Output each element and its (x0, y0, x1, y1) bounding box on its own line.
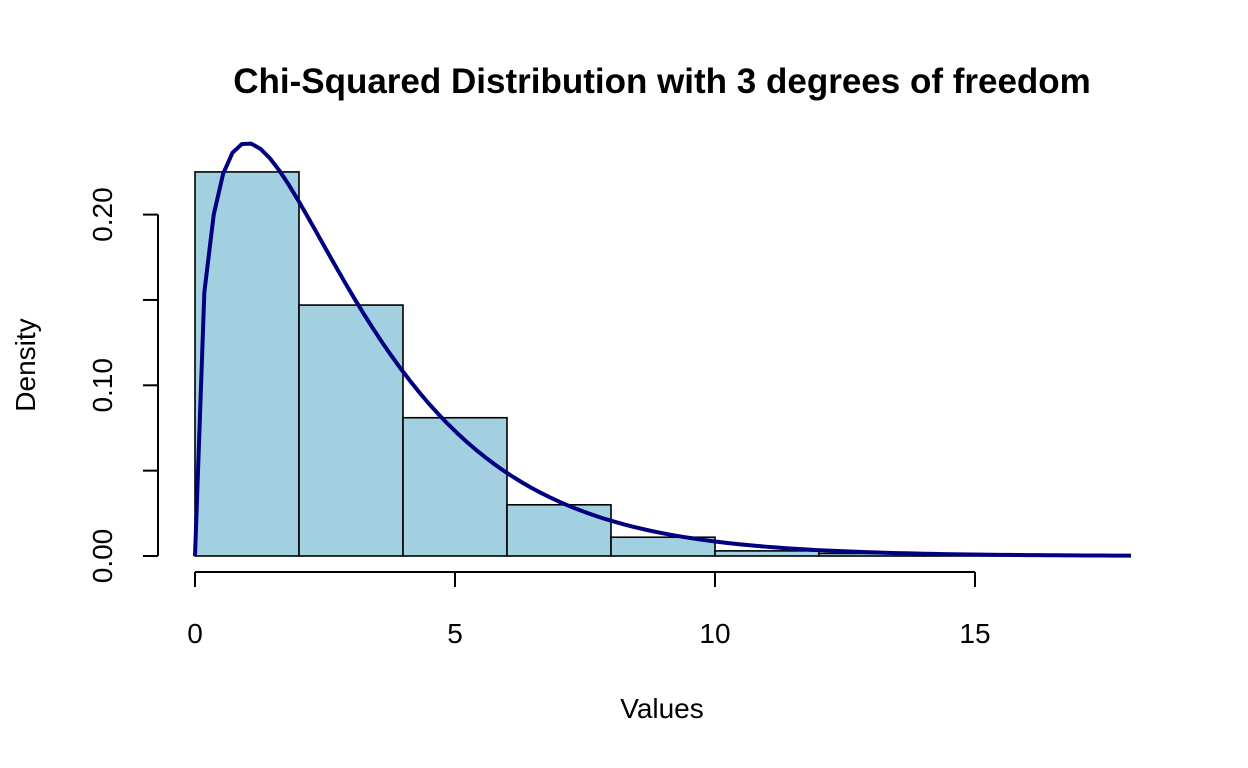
histogram-bar (610, 536, 716, 557)
histogram-bar (506, 503, 612, 557)
x-tick-label: 5 (447, 618, 463, 649)
histogram-bar (714, 550, 820, 557)
histogram-bars (194, 171, 1028, 557)
histogram-bar (298, 304, 404, 557)
x-tick-label: 15 (959, 618, 990, 649)
x-axis: 0 5 10 15 (187, 571, 991, 649)
y-axis-label: Density (10, 318, 41, 411)
chart-title: Chi-Squared Distribution with 3 degrees … (233, 62, 1091, 101)
histogram-bar (402, 416, 508, 557)
y-tick-label: 0.00 (87, 529, 118, 584)
x-tick-label: 0 (187, 618, 203, 649)
x-axis-label: Values (620, 693, 704, 724)
y-axis: 0.00 0.10 0.20 (87, 187, 159, 584)
y-tick-label: 0.20 (87, 187, 118, 242)
density-curve (193, 141, 1132, 558)
y-tick-label: 0.10 (87, 358, 118, 413)
x-tick-label: 10 (699, 618, 730, 649)
